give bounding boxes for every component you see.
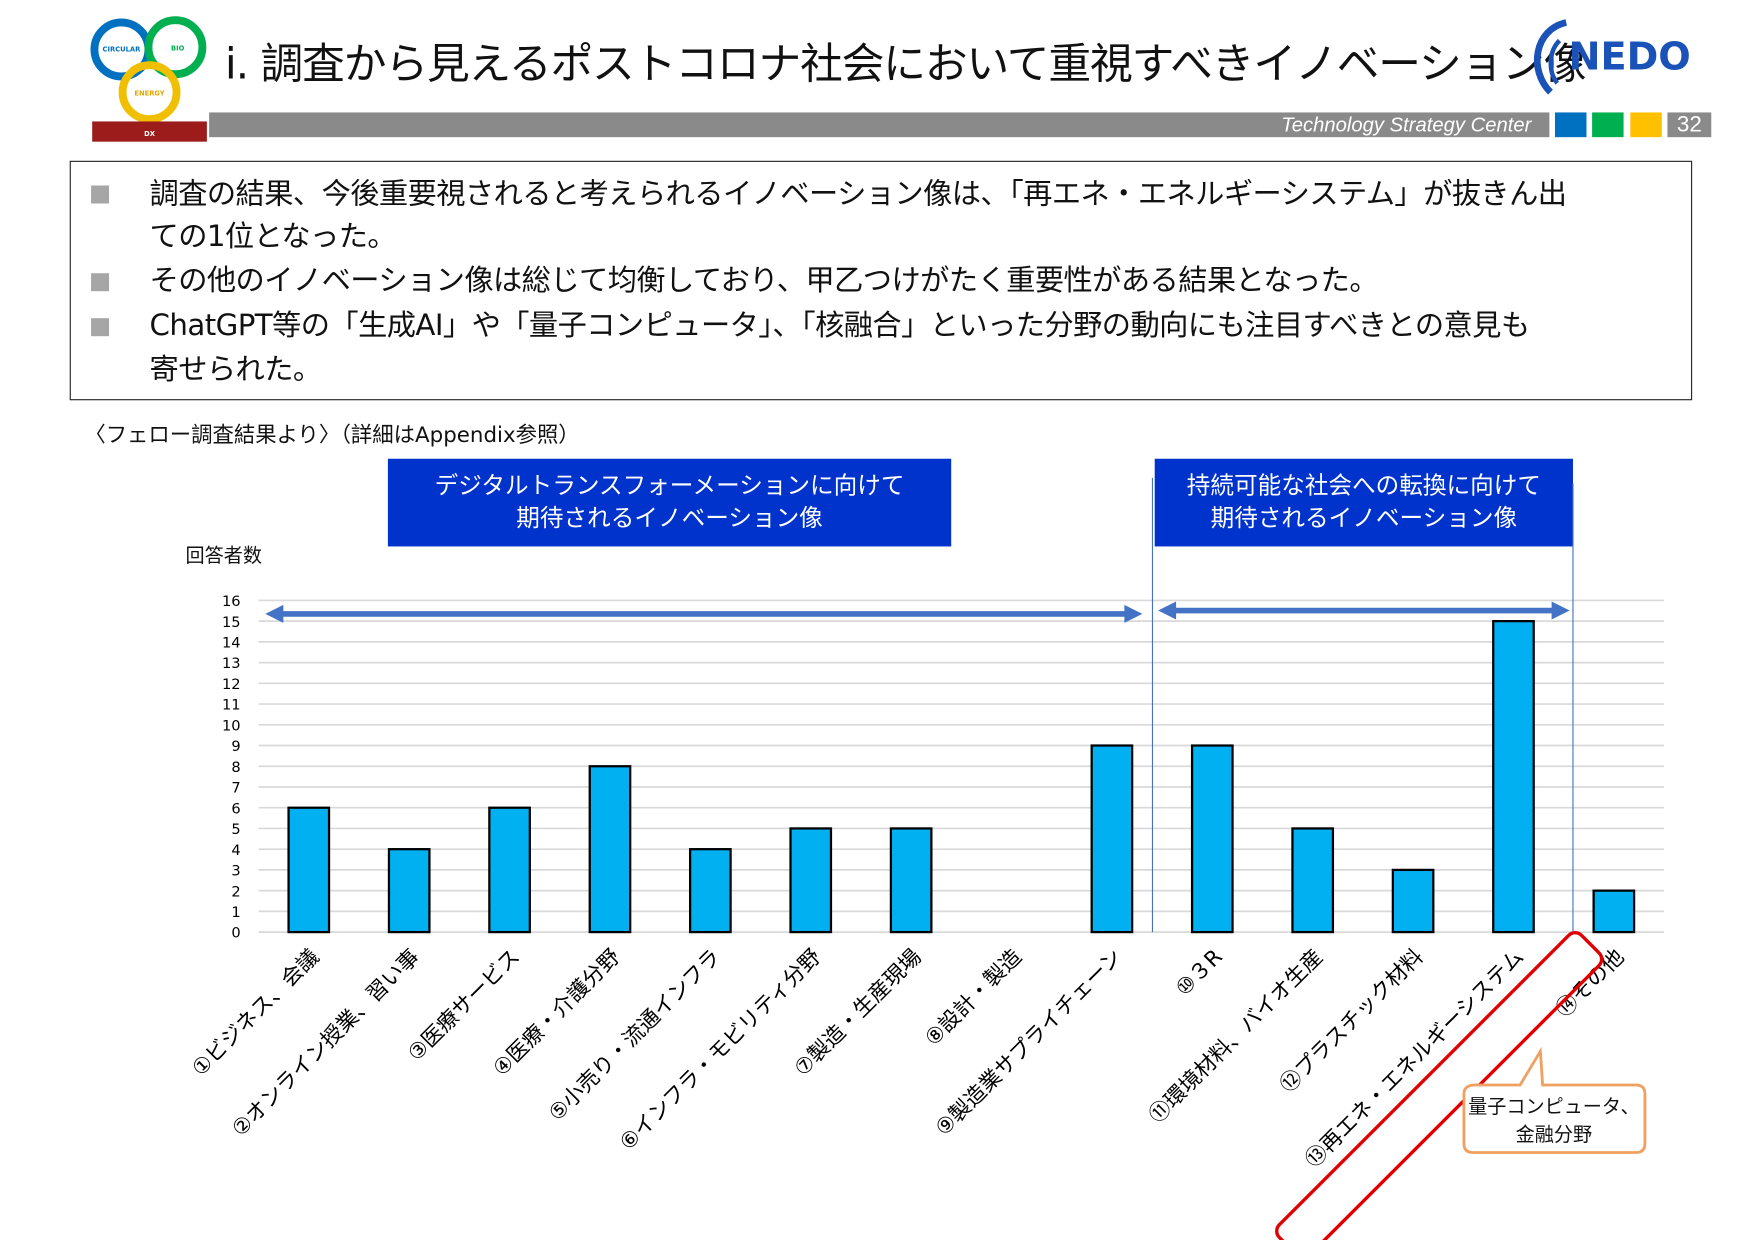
callout-line-1: 量子コンピュータ、 [1468, 1095, 1639, 1118]
group-header-dx: デジタルトランスフォーメーションに向けて 期待されるイノベーション像 [387, 458, 952, 547]
bullet-3-line-1: ChatGPT等の「生成AI」や「量子コンピュータ」、「核融合」といった分野の動… [149, 309, 1531, 343]
x-tick-label: ⑤小売り・流通インフラ [544, 945, 726, 1127]
x-tick-label: ⑪環境材料、バイオ生産 [1144, 945, 1328, 1129]
bar [1190, 744, 1234, 934]
bar [1492, 620, 1535, 934]
chart-caption: 〈フェロー調査結果より〉（詳細はAppendix参照） [84, 422, 580, 448]
callout-line-2: 金融分野 [1516, 1123, 1592, 1146]
x-tick-label: ⑥インフラ・モビリティ分野 [615, 945, 826, 1156]
y-tick-label: 0 [231, 925, 240, 942]
center-label: Technology Strategy Center [1281, 113, 1532, 137]
group-header-line: 持続可能な社会への転換に向けて [1186, 472, 1541, 500]
bar [287, 806, 331, 934]
page-number: 32 [1667, 112, 1712, 138]
y-tick-label: 12 [222, 676, 241, 693]
bar [588, 765, 632, 934]
logo-energy-text: ENERGY [134, 90, 164, 98]
bullet-2-line-1: その他のイノベーション像は総じて均衡しており、甲乙つけがたく重要性がある結果とな… [149, 264, 1379, 298]
bar [889, 827, 933, 934]
bullet-1-line-1: 調査の結果、今後重要視されると考えられるイノベーション像は、「再エネ・エネルギー… [149, 177, 1567, 212]
y-tick-label: 7 [231, 780, 240, 797]
y-tick-label: 8 [231, 759, 240, 776]
bullet-icon [91, 318, 110, 337]
x-tick-label: ②オンライン授業、習い事 [227, 945, 424, 1142]
y-tick-label: 11 [222, 697, 241, 714]
y-tick-label: 10 [222, 717, 241, 734]
bullet-icon [91, 185, 110, 204]
y-tick-label: 14 [222, 634, 241, 651]
bar [488, 806, 531, 934]
nedo-logo: NEDO [1533, 19, 1691, 95]
blue-square [1554, 112, 1587, 138]
green-square [1592, 112, 1624, 138]
bullet-1-line-2: ての1位となった。 [149, 220, 397, 255]
page-title: i. 調査から見えるポストコロナ社会において重視すべきイノベーション像 [224, 39, 1587, 89]
y-tick-label: 9 [231, 738, 240, 755]
y-tick-label: 1 [231, 904, 240, 921]
dx-group-arrow [265, 604, 1143, 623]
summary-box: 調査の結果、今後重要視されると考えられるイノベーション像は、「再エネ・エネルギー… [69, 160, 1693, 401]
y-tick-label: 5 [231, 821, 240, 838]
group-header-sustainable: 持続可能な社会への転換に向けて 期待されるイノベーション像 [1154, 458, 1573, 547]
bar [1090, 744, 1134, 934]
yellow-square [1630, 112, 1662, 138]
group-header-line: 期待されるイノベーション像 [516, 504, 823, 532]
y-tick-label: 3 [231, 863, 240, 880]
nedo-logo-text: NEDO [1568, 36, 1690, 80]
y-tick-label: 16 [222, 593, 241, 610]
x-tick-label: ⑧設計・製造 [920, 945, 1027, 1052]
x-tick-label: ⑭その他 [1551, 945, 1629, 1023]
bar [789, 827, 833, 934]
bar [387, 848, 431, 934]
y-axis-label: 回答者数 [185, 545, 262, 568]
bar [688, 848, 732, 934]
logo-circular-text: CIRCULAR [103, 46, 142, 54]
y-tick-label: 13 [222, 655, 241, 672]
highlight-box [1275, 931, 1604, 1240]
logo-bio-text: BIO [171, 45, 185, 53]
header-bar: Technology Strategy Center [209, 112, 1550, 138]
bar [1592, 889, 1636, 934]
logo-dx-text: DX [144, 130, 156, 138]
x-tick-label: ⑨製造業サプライチェーン [931, 945, 1128, 1142]
sustainable-group-arrow [1158, 601, 1570, 620]
bar [1291, 827, 1335, 934]
y-tick-label: 4 [231, 842, 240, 859]
group-header-line: デジタルトランスフォーメーションに向けて [434, 472, 905, 500]
circular-bio-energy-dx-logo: CIRCULAR BIO ENERGY DX [90, 16, 207, 142]
y-tick-label: 15 [222, 614, 241, 631]
y-tick-label: 2 [231, 883, 240, 900]
callout: 量子コンピュータ、 金融分野 [1462, 1046, 1647, 1154]
x-tick-label: ⑩３R [1171, 944, 1228, 1001]
bullet-icon [91, 273, 110, 292]
group-header-line: 期待されるイノベーション像 [1210, 504, 1518, 532]
bar [1391, 868, 1435, 934]
y-tick-label: 6 [231, 800, 240, 817]
bullet-3-line-2: 寄せられた。 [149, 353, 323, 387]
